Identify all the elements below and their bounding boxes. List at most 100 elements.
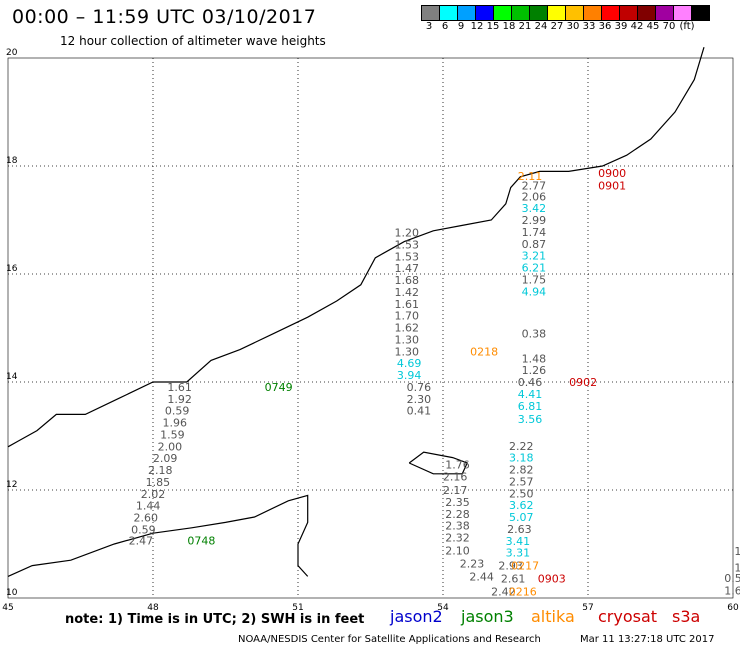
legend-label: 18 [502,21,516,32]
observation-value: 0217 [511,560,539,573]
observation-value: 2.77 [522,180,547,193]
observation-value: 1.68 [395,274,420,287]
observation-value: 1.96 [163,417,188,430]
observation-value: 2.02 [141,488,166,501]
map-title: 00:00 – 11:59 UTC 03/10/2017 [12,6,317,28]
arabian-peninsula-coast [7,47,705,448]
legend-label: 24 [534,21,548,32]
legend-s3a: s3a [672,607,701,626]
observation-value: 1.70 [395,310,420,323]
axis-tick-labels: 45 48 51 54 57 60 20 18 16 14 12 10 [2,48,739,613]
map-subtitle: 12 hour collection of altimeter wave hei… [60,34,326,48]
observation-value: 3.41 [506,535,531,548]
lat-tick-label: 14 [6,372,18,382]
observation-value: 2.35 [445,496,470,509]
observation-value: 1 [734,545,740,558]
observation-value: 1 [734,561,740,574]
observation-value: 1.53 [395,238,420,251]
observation-value: 1.30 [395,345,420,358]
observation-value: 3.18 [509,452,534,465]
legend-label: 9 [457,21,465,32]
observation-value: 0.41 [407,405,432,418]
observation-value: 2.60 [134,512,159,525]
observation-value: 2.17 [443,484,468,497]
observation-value: 0216 [509,586,537,599]
observation-value: 0.38 [522,327,547,340]
observation-value: 1.6 [724,585,740,598]
legend-jason3: jason3 [461,607,514,626]
lat-tick-label: 20 [6,48,18,58]
observation-value: 2.30 [407,393,432,406]
observation-value: 1.61 [167,381,192,394]
observation-value: 2.50 [509,487,534,500]
map-frame [7,57,734,599]
observation-value: 3.56 [518,413,543,426]
legend-label: 27 [550,21,564,32]
lon-tick-label: 51 [292,603,303,613]
observation-value: 0901 [598,180,626,193]
legend-label: 70 [662,21,676,32]
observation-value: 1.74 [522,226,547,239]
observation-value: 2.28 [445,508,470,521]
observation-value: 2.00 [158,440,183,453]
lon-tick-label: 45 [2,603,13,613]
observation-value: 0.59 [165,405,190,418]
observation-value: 1.62 [395,322,420,335]
observation-value: 1.85 [146,476,171,489]
legend-label: 30 [566,21,580,32]
legend-swatch [691,5,710,21]
observation-value: 2.93 [498,560,523,573]
observation-value: 1.61 [395,298,420,311]
observation-value: 2.61 [501,573,526,586]
observation-value: 0902 [569,376,597,389]
observation-value: 4.69 [397,357,422,370]
footer-note: note: 1) Time is in UTC; 2) SWH is in fe… [65,612,365,627]
observation-value: 6.81 [518,400,543,413]
observation-value: 1.75 [522,273,547,286]
observation-value: 0218 [470,345,498,358]
footer-timestamp: Mar 11 13:27:18 UTC 2017 [580,634,715,645]
color-scale-labels: 3 6 9 12 15 18 21 24 27 30 33 36 39 42 45 70 (ft) [421,21,697,32]
observation-value: 3.94 [397,369,422,382]
observation-value: 2.23 [460,558,485,571]
coastline [7,47,705,577]
observation-value: 1.47 [395,262,420,275]
observation-value: 0.46 [518,376,543,389]
observation-value: 1.53 [395,250,420,263]
observation-value: 0.5 [724,572,740,585]
legend-label: 21 [518,21,532,32]
lat-tick-label: 10 [6,588,18,598]
legend-label: 3 [425,21,433,32]
legend-cryosat: cryosat [598,607,658,626]
observation-value: 6.21 [522,262,547,275]
observation-value: 3.21 [522,250,547,263]
lon-tick-label: 54 [437,603,449,613]
lon-tick-label: 60 [727,603,739,613]
observation-value: 2.16 [443,471,468,484]
legend-label: 15 [486,21,500,32]
observation-value: 0.76 [407,381,432,394]
observation-value: 1.92 [167,393,192,406]
observation-value: 4.41 [518,388,543,401]
lat-tick-label: 12 [6,480,17,490]
observation-value: 1.76 [445,459,470,472]
observation-value: 0900 [598,167,626,180]
lon-tick-label: 57 [582,603,593,613]
observation-value: 1.20 [395,227,420,240]
observation-value: 2.32 [445,532,470,545]
legend-label: 33 [582,21,596,32]
observation-value: 0.59 [131,524,156,537]
observation-value: 2.38 [445,520,470,533]
observation-value: 2.06 [522,190,547,203]
observation-value: 2.42 [491,586,516,599]
observation-value: 1.26 [522,364,547,377]
socotra-island [408,451,469,475]
legend-label: 45 [646,21,660,32]
observation-value: 2.63 [507,523,532,536]
observation-value: 3.31 [506,547,531,560]
observation-value: 3.42 [522,202,547,215]
horn-of-africa-coast [7,494,309,577]
observation-value: 2.44 [469,570,494,583]
legend-label: (ft) [679,21,695,32]
